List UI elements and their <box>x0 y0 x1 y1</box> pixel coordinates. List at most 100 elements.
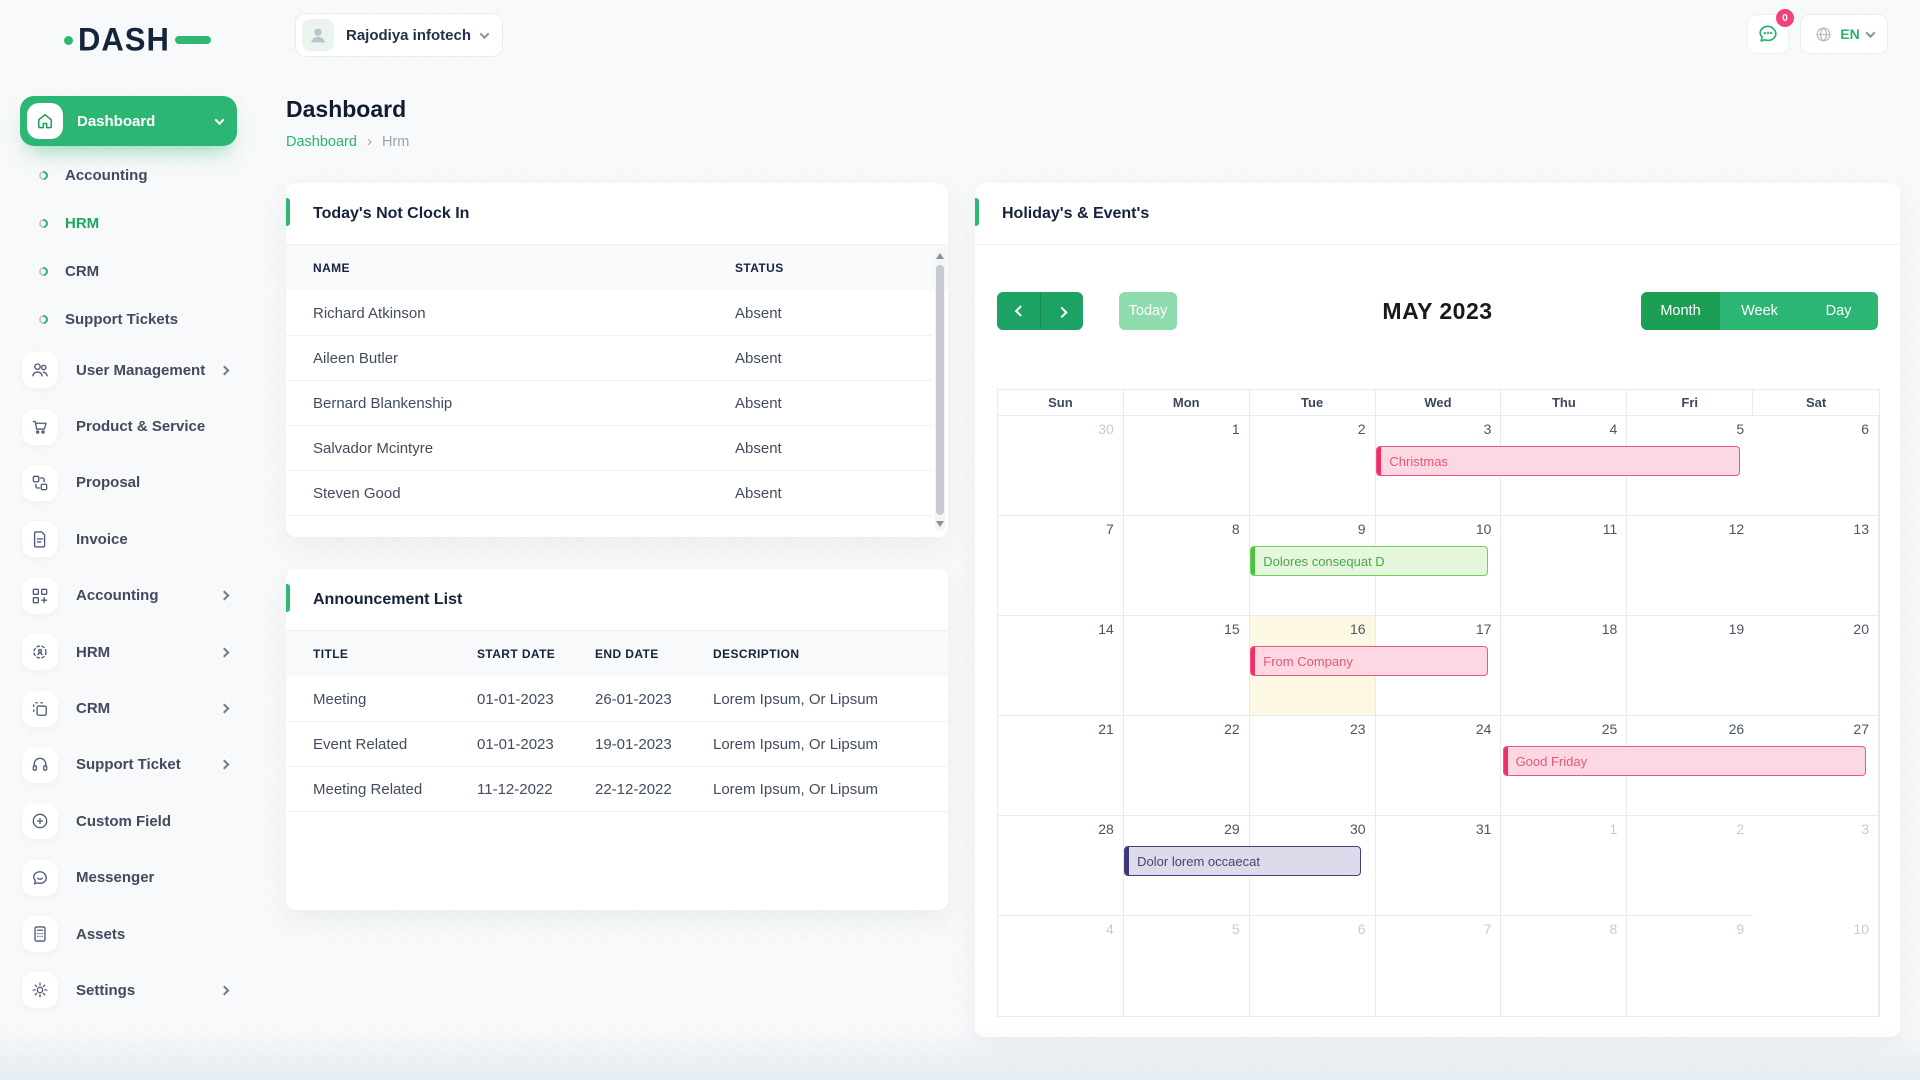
description: Lorem Ipsum, Or Lipsum <box>713 690 879 708</box>
day-number: 17 <box>1475 621 1492 637</box>
sidebar-item-dashboard[interactable]: Dashboard <box>20 96 237 146</box>
company-switcher[interactable]: Rajodiya infotech <box>295 13 504 57</box>
sidebar-subitem[interactable]: HRM <box>0 199 255 247</box>
scroll-down-icon[interactable] <box>936 521 944 527</box>
day-number: 28 <box>1098 821 1114 837</box>
calendar-view-button[interactable]: Day <box>1799 292 1878 330</box>
calendar-day-cell[interactable]: 13 <box>1753 516 1879 616</box>
calendar-day-cell[interactable]: 1 <box>1123 416 1250 516</box>
sidebar-item-label: Assets <box>76 925 126 943</box>
messages-button[interactable]: 0 <box>1747 9 1794 54</box>
logo-dash-icon <box>174 36 211 44</box>
sidebar-item[interactable]: User Management <box>0 342 255 398</box>
calendar-day-cell[interactable]: 1 <box>1501 816 1628 916</box>
calendar-day-cell[interactable]: 11 <box>1501 516 1628 616</box>
calendar-day-cell[interactable]: 4 <box>998 916 1124 1016</box>
end-date: 19-01-2023 <box>595 735 672 753</box>
sidebar-subitem[interactable]: CRM <box>0 247 255 295</box>
calendar-event[interactable]: Dolores consequat D <box>1250 546 1488 576</box>
calendar-day-header: Tue <box>1249 390 1376 416</box>
calendar-day-cell[interactable]: 12 <box>1627 516 1754 616</box>
home-icon <box>27 103 63 139</box>
calendar-day-cell[interactable]: 15 <box>1123 616 1250 716</box>
calendar-view-button[interactable]: Week <box>1720 292 1799 330</box>
calendar-day-cell[interactable]: 22 <box>1123 716 1250 816</box>
table-row: Bernard Blankenship Absent <box>286 381 932 426</box>
app-logo: DASH <box>64 21 211 58</box>
day-number: 2 <box>1736 821 1745 837</box>
calendar-day-cell[interactable]: 24 <box>1375 716 1502 816</box>
calendar-day-cell[interactable]: 6 <box>1753 416 1879 516</box>
calendar-event[interactable]: Christmas <box>1376 446 1740 476</box>
calendar-day-cell[interactable]: 3 <box>1753 816 1879 916</box>
calendar-day-cell[interactable]: 7 <box>1376 916 1502 1016</box>
calendar-day-cell[interactable]: 17 <box>1375 616 1502 716</box>
bullet-icon <box>37 168 50 182</box>
sidebar-item[interactable]: Proposal <box>0 455 255 511</box>
sidebar-item[interactable]: HRM <box>0 624 255 680</box>
sidebar-item[interactable]: Support Ticket <box>0 737 255 793</box>
clockin-table-body: Richard Atkinson Absent Aileen Butler Ab… <box>286 291 932 516</box>
globe-icon <box>1816 26 1831 42</box>
calendar-day-cell[interactable]: 2 <box>1249 416 1376 516</box>
calendar-today-button[interactable]: Today <box>1119 292 1177 330</box>
breadcrumb-link-dashboard[interactable]: Dashboard <box>286 133 357 150</box>
calendar-day-cell[interactable]: 2 <box>1627 816 1754 916</box>
calendar-event[interactable]: Dolor lorem occaecat <box>1124 846 1362 876</box>
calendar-day-cell[interactable]: 8 <box>1123 516 1250 616</box>
calendar-day-cell[interactable]: 7 <box>998 516 1124 616</box>
calendar-day-cell[interactable]: 20 <box>1753 616 1879 716</box>
calendar-day-cell[interactable]: 30 <box>998 416 1124 516</box>
calendar-day-cell[interactable]: 9 <box>1627 916 1753 1016</box>
sidebar-item[interactable]: CRM <box>0 680 255 736</box>
calendar-day-cell[interactable]: 19 <box>1627 616 1754 716</box>
sidebar-item[interactable]: Settings <box>0 962 255 1018</box>
day-number: 14 <box>1098 621 1114 637</box>
clockin-card: Today's Not Clock In NAME STATUS Richard… <box>286 183 948 537</box>
sidebar-item-label: User Management <box>76 361 206 379</box>
notification-badge: 0 <box>1776 9 1794 27</box>
calendar-day-cell[interactable]: 31 <box>1375 816 1502 916</box>
sidebar-item[interactable]: Product & Service <box>0 398 255 454</box>
calendar-day-cell[interactable]: 28 <box>998 816 1124 916</box>
announcement-title: Meeting <box>313 690 367 708</box>
employee-name: Richard Atkinson <box>313 304 426 322</box>
calendar-day-cell[interactable]: 10 <box>1375 516 1502 616</box>
card-accent-bar <box>286 198 290 226</box>
calendar-day-cell[interactable]: 5 <box>1124 916 1250 1016</box>
clockin-table-header: NAME STATUS <box>286 245 948 291</box>
users-icon <box>22 352 58 389</box>
sidebar-item[interactable]: Invoice <box>0 511 255 567</box>
sidebar-subitem[interactable]: Accounting <box>0 151 255 199</box>
calendar-day-cell[interactable]: 6 <box>1250 916 1376 1016</box>
calendar-day-cell[interactable]: 14 <box>998 616 1124 716</box>
calendar-day-cell[interactable]: 8 <box>1501 916 1628 1016</box>
sidebar-subitem[interactable]: Support Tickets <box>0 295 255 343</box>
scrollbar[interactable] <box>935 249 945 531</box>
scrollbar-thumb[interactable] <box>936 265 944 515</box>
calendar-next-button[interactable] <box>1040 292 1083 330</box>
bullet-icon <box>37 264 50 278</box>
calendar-day-cell[interactable]: 27 <box>1753 716 1879 816</box>
sidebar-item[interactable]: Assets <box>0 906 255 962</box>
calendar-day-cell[interactable]: 5 <box>1627 416 1754 516</box>
calendar-day-cell[interactable]: 18 <box>1501 616 1628 716</box>
calendar-day-cell[interactable]: 30 <box>1249 816 1376 916</box>
day-number: 30 <box>1098 421 1114 437</box>
language-selector[interactable]: EN <box>1800 14 1888 54</box>
calendar-day-cell[interactable]: 26 <box>1627 716 1754 816</box>
sidebar-item[interactable]: Messenger <box>0 850 255 906</box>
chevron-right-icon <box>219 759 230 770</box>
calendar-event[interactable]: Good Friday <box>1502 746 1866 776</box>
calendar-day-cell[interactable]: 10 <box>1753 916 1879 1016</box>
calendar-prev-button[interactable] <box>997 292 1040 330</box>
calendar-day-cell[interactable]: 21 <box>998 716 1124 816</box>
calendar-day-cell[interactable]: 23 <box>1249 716 1376 816</box>
day-number: 9 <box>1357 521 1366 537</box>
company-name: Rajodiya infotech <box>346 26 472 44</box>
calendar-event[interactable]: From Company <box>1250 646 1488 676</box>
sidebar-item[interactable]: Accounting <box>0 568 255 624</box>
scroll-up-icon[interactable] <box>936 253 944 259</box>
sidebar-item[interactable]: Custom Field <box>0 793 255 849</box>
calendar-view-button[interactable]: Month <box>1641 292 1720 330</box>
